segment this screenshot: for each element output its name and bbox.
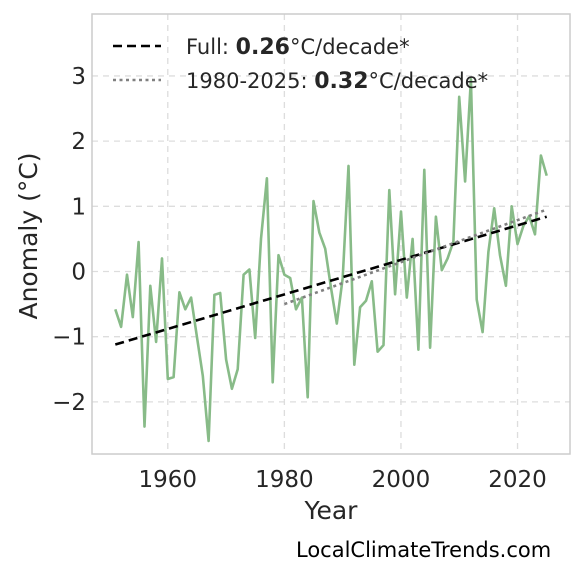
grid-layer [92, 14, 570, 454]
y-tick-label: 1 [71, 194, 86, 220]
y-axis-label: Anomaly (°C) [14, 152, 43, 319]
y-tick-labels: −2 −1 0 1 2 3 [52, 64, 86, 416]
legend: Full: 0.26°C/decade* 1980-2025: 0.32°C/de… [113, 35, 488, 94]
y-tick-label: 3 [71, 64, 86, 90]
plot-frame [91, 13, 571, 455]
x-tick-label: 2020 [488, 467, 547, 493]
y-tick-label: 2 [71, 129, 86, 155]
legend-entry-label: 1980-2025: 0.32°C/decade* [186, 69, 488, 94]
trend-line-1980-2025 [283, 208, 548, 306]
x-tick-label: 2000 [372, 467, 431, 493]
series-layer [114, 77, 548, 443]
x-axis-label: Year [304, 496, 359, 525]
watermark: LocalClimateTrends.com [296, 538, 552, 562]
x-tick-label: 1960 [139, 467, 198, 493]
legend-entry-label: Full: 0.26°C/decade* [186, 35, 410, 60]
anomaly-series-line [114, 77, 548, 443]
trend-line-full [114, 215, 548, 346]
y-tick-label: −2 [52, 390, 86, 416]
y-tick-label: 0 [71, 259, 86, 285]
x-tick-labels: 1960 1980 2000 2020 [139, 467, 547, 493]
y-tick-label: −1 [52, 325, 86, 351]
x-tick-label: 1980 [255, 467, 314, 493]
